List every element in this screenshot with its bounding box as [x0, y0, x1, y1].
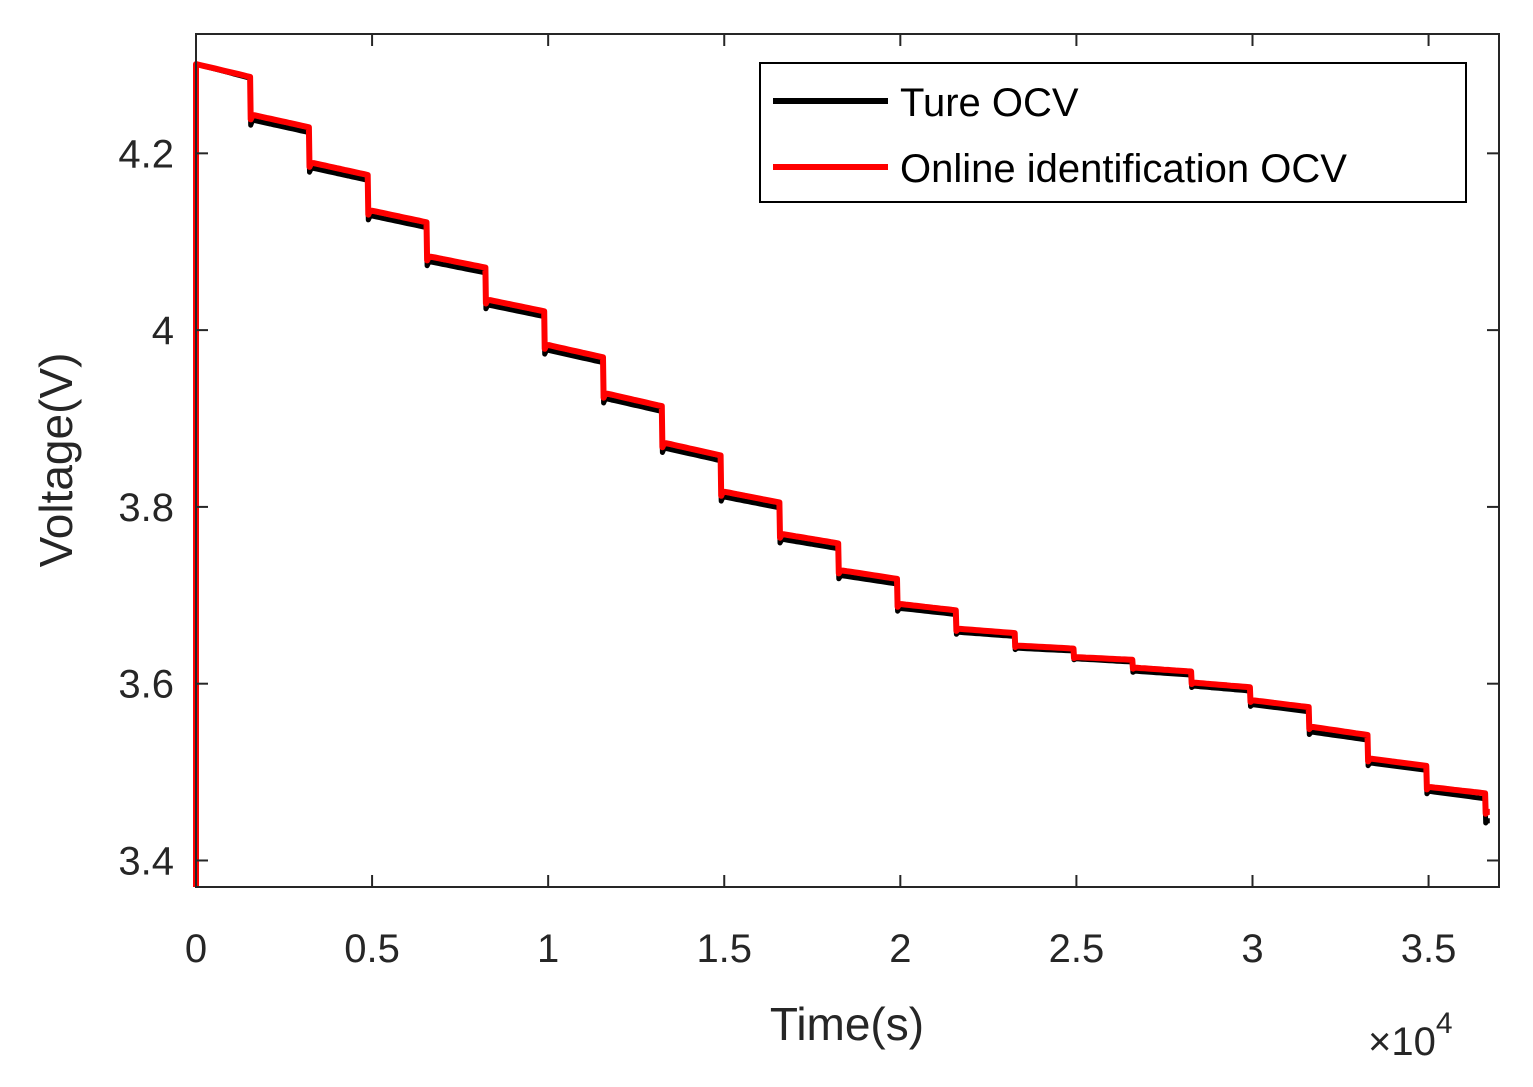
y-tick-label: 3.8 [118, 486, 174, 530]
x-tick-label: 0.5 [344, 927, 400, 971]
legend-box [759, 62, 1467, 203]
exponent-power: 4 [1436, 1007, 1453, 1040]
axes-box [195, 33, 1500, 888]
y-tick-label: 4.2 [118, 132, 174, 176]
x-tick-label: 2 [889, 927, 911, 971]
x-tick-label: 0 [185, 927, 207, 971]
x-tick-label: 1 [537, 927, 559, 971]
legend-label-online-ocv: Online identification OCV [900, 147, 1347, 191]
exponent-base: ×10 [1368, 1020, 1436, 1064]
y-tick-label: 3.6 [118, 663, 174, 707]
x-tick-label: 2.5 [1049, 927, 1105, 971]
x-axis-label: Time(s) [770, 998, 924, 1050]
legend: Ture OCV Online identification OCV [759, 62, 1467, 203]
x-axis-exponent: ×104 [1368, 1007, 1453, 1064]
series-line-ture-ocv [195, 61, 1490, 826]
y-tick-label: 3.4 [118, 839, 174, 883]
x-tick-label: 3 [1241, 927, 1263, 971]
series-line-online-ocv [193, 61, 1491, 887]
y-tick-label: 4 [152, 309, 174, 353]
series-layer [193, 61, 1491, 887]
x-tick-label: 1.5 [696, 927, 752, 971]
legend-label-ture-ocv: Ture OCV [900, 81, 1079, 125]
y-axis-label: Voltage(V) [30, 353, 82, 568]
x-axis-ticks: 0 0.5 1 1.5 2 2.5 3 3.5 [185, 34, 1456, 971]
y-axis-ticks: 3.4 3.6 3.8 4 4.2 [118, 132, 1499, 883]
x-tick-label: 3.5 [1401, 927, 1457, 971]
